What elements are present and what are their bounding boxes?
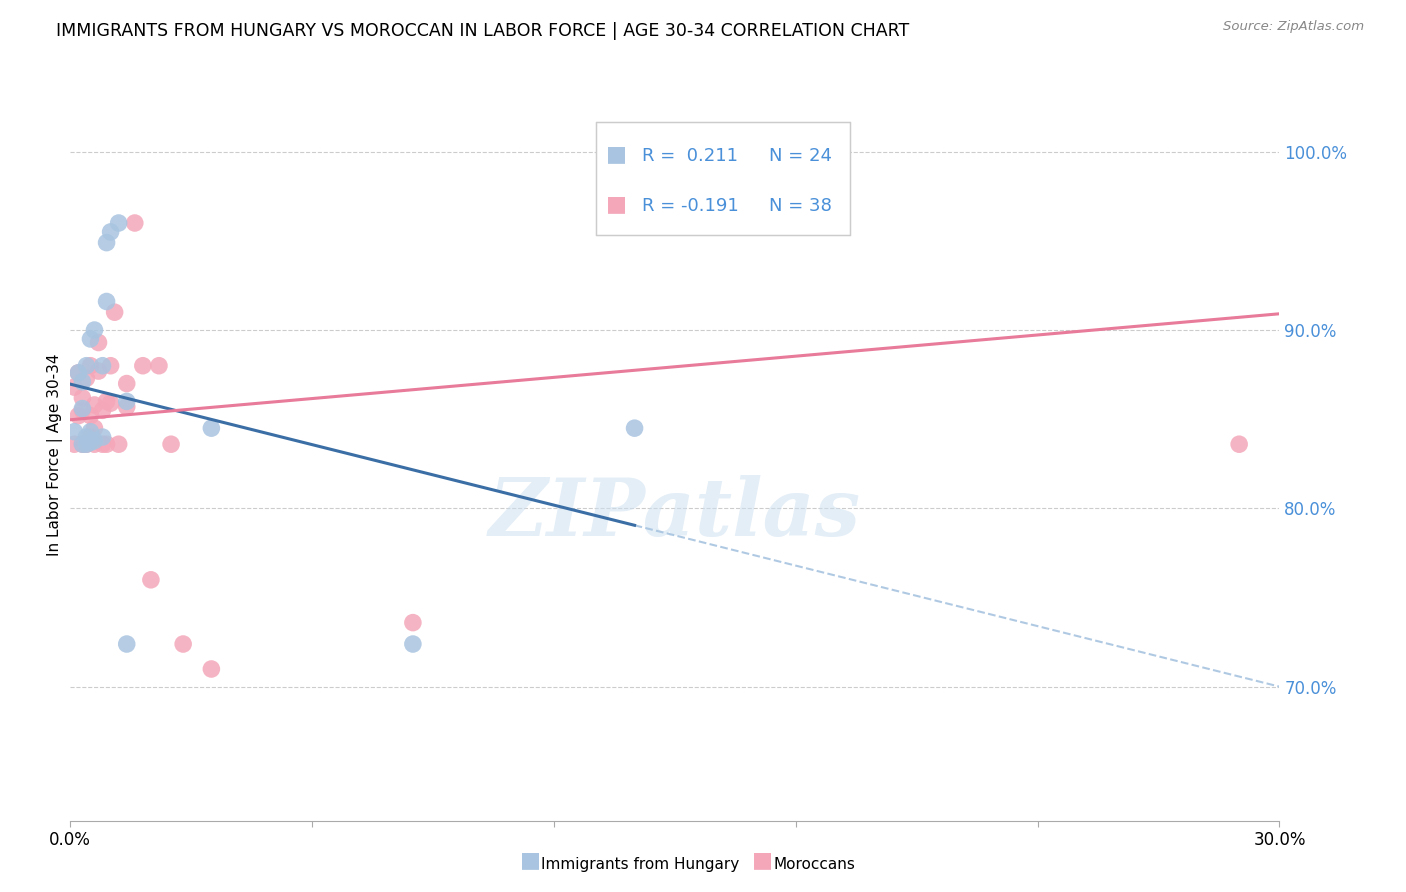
Point [91, 359, 114, 373]
Point [67, 409, 90, 423]
Point [96, 294, 118, 309]
Text: IMMIGRANTS FROM HUNGARY VS MOROCCAN IN LABOR FORCE | AGE 30-34 CORRELATION CHART: IMMIGRANTS FROM HUNGARY VS MOROCCAN IN L… [56, 22, 910, 40]
Point [75, 437, 97, 451]
Point [72, 403, 94, 417]
Point [83, 434, 105, 448]
Point [79, 430, 101, 444]
Point [79, 332, 101, 346]
Y-axis label: In Labor Force | Age 30-34: In Labor Force | Age 30-34 [48, 353, 63, 557]
Point [115, 637, 138, 651]
Point [115, 400, 138, 414]
Text: ■: ■ [752, 850, 773, 870]
Point [91, 437, 114, 451]
Point [172, 637, 194, 651]
Point [63, 425, 86, 439]
Point [91, 430, 114, 444]
Point [72, 437, 94, 451]
Point [623, 421, 645, 435]
Text: Moroccans: Moroccans [773, 857, 855, 872]
Point [139, 573, 162, 587]
Point [200, 662, 222, 676]
Point [107, 437, 129, 451]
Point [83, 398, 105, 412]
Point [75, 359, 97, 373]
Point [63, 380, 86, 394]
Point [75, 437, 97, 451]
Point [87, 364, 110, 378]
Text: Source: ZipAtlas.com: Source: ZipAtlas.com [1223, 20, 1364, 33]
Point [100, 396, 122, 410]
Point [72, 401, 94, 416]
Point [83, 437, 105, 451]
Point [100, 359, 122, 373]
Point [75, 430, 97, 444]
Point [79, 359, 101, 373]
Point [79, 435, 101, 450]
Point [72, 437, 94, 451]
Point [83, 323, 105, 337]
Point [148, 359, 170, 373]
Point [200, 421, 222, 435]
Point [132, 359, 155, 373]
Point [83, 421, 105, 435]
Point [67, 366, 90, 380]
Point [115, 394, 138, 409]
Point [107, 216, 129, 230]
Point [160, 437, 183, 451]
Point [825, 145, 848, 159]
Text: Immigrants from Hungary: Immigrants from Hungary [541, 857, 740, 872]
Point [96, 235, 118, 250]
Point [91, 403, 114, 417]
Point [63, 437, 86, 451]
Point [72, 375, 94, 389]
Point [96, 394, 118, 409]
Text: ■: ■ [520, 850, 541, 870]
Point [402, 637, 425, 651]
Point [402, 615, 425, 630]
Point [623, 145, 645, 159]
Point [67, 366, 90, 380]
Point [96, 437, 118, 451]
Point [104, 305, 127, 319]
Point [79, 425, 101, 439]
Point [100, 225, 122, 239]
Point [87, 335, 110, 350]
Point [79, 409, 101, 423]
Point [124, 216, 146, 230]
Point [1227, 437, 1250, 451]
Point [72, 391, 94, 405]
Point [115, 376, 138, 391]
Point [75, 371, 97, 385]
Text: ZIPatlas: ZIPatlas [489, 475, 860, 552]
